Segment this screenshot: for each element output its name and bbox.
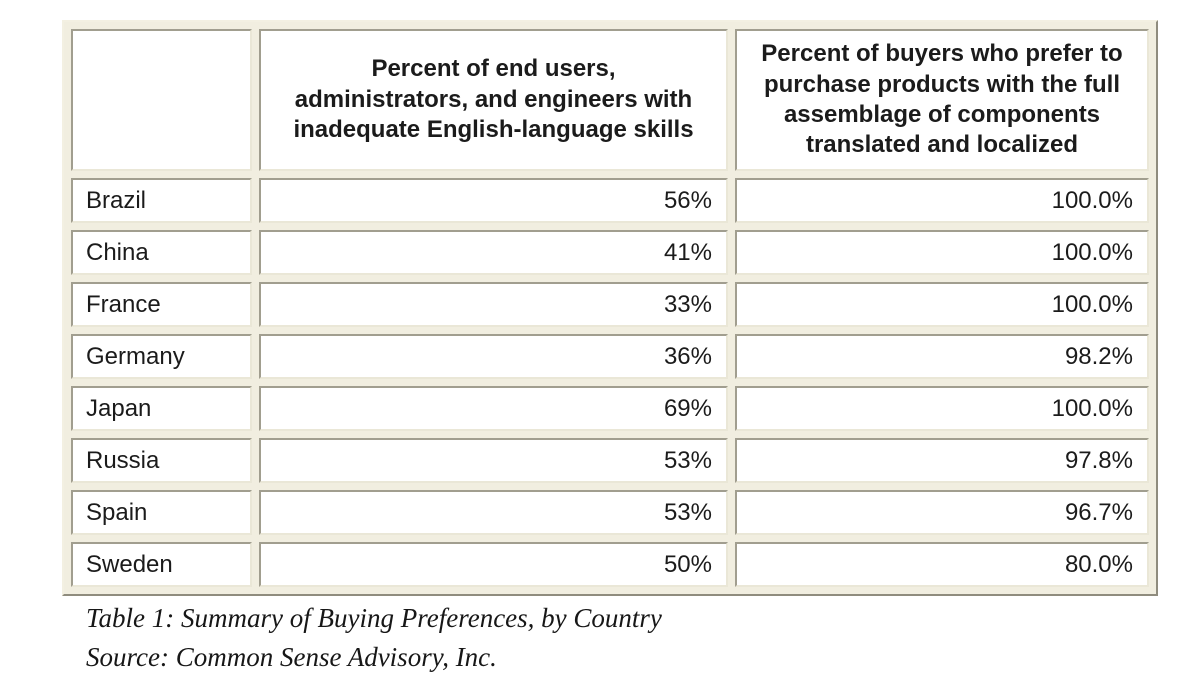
english-skills-cell: 50%: [259, 542, 728, 587]
localized-preference-cell: 98.2%: [735, 334, 1149, 379]
english-skills-cell: 56%: [259, 178, 728, 223]
localized-preference-cell: 100.0%: [735, 178, 1149, 223]
country-cell: Germany: [71, 334, 252, 379]
buying-preferences-table: Percent of end users, administrators, an…: [62, 20, 1158, 596]
localized-preference-cell: 100.0%: [735, 282, 1149, 327]
table-row-germany: Germany 36% 98.2%: [71, 334, 1149, 379]
country-cell: China: [71, 230, 252, 275]
table-caption: Table 1: Summary of Buying Preferences, …: [86, 603, 662, 633]
table-row-spain: Spain 53% 96.7%: [71, 490, 1149, 535]
header-row: Percent of end users, administrators, an…: [71, 29, 1149, 171]
table-row-sweden: Sweden 50% 80.0%: [71, 542, 1149, 587]
country-cell: France: [71, 282, 252, 327]
english-skills-cell: 53%: [259, 438, 728, 483]
country-cell: Spain: [71, 490, 252, 535]
table-row-russia: Russia 53% 97.8%: [71, 438, 1149, 483]
corner-cell: [71, 29, 252, 171]
column-header-localized-preference: Percent of buyers who prefer to purchase…: [735, 29, 1149, 171]
localized-preference-cell: 80.0%: [735, 542, 1149, 587]
english-skills-cell: 53%: [259, 490, 728, 535]
localized-preference-cell: 100.0%: [735, 230, 1149, 275]
english-skills-cell: 69%: [259, 386, 728, 431]
country-cell: Japan: [71, 386, 252, 431]
localized-preference-cell: 100.0%: [735, 386, 1149, 431]
table-row-china: China 41% 100.0%: [71, 230, 1149, 275]
english-skills-cell: 36%: [259, 334, 728, 379]
english-skills-cell: 41%: [259, 230, 728, 275]
english-skills-cell: 33%: [259, 282, 728, 327]
localized-preference-cell: 97.8%: [735, 438, 1149, 483]
country-cell: Brazil: [71, 178, 252, 223]
table-source: Source: Common Sense Advisory, Inc.: [86, 642, 497, 672]
table-caption-block: Table 1: Summary of Buying Preferences, …: [86, 599, 662, 677]
column-header-english-skills: Percent of end users, administrators, an…: [259, 29, 728, 171]
country-cell: Sweden: [71, 542, 252, 587]
country-cell: Russia: [71, 438, 252, 483]
localized-preference-cell: 96.7%: [735, 490, 1149, 535]
table-row-japan: Japan 69% 100.0%: [71, 386, 1149, 431]
table-row-france: France 33% 100.0%: [71, 282, 1149, 327]
table-row-brazil: Brazil 56% 100.0%: [71, 178, 1149, 223]
